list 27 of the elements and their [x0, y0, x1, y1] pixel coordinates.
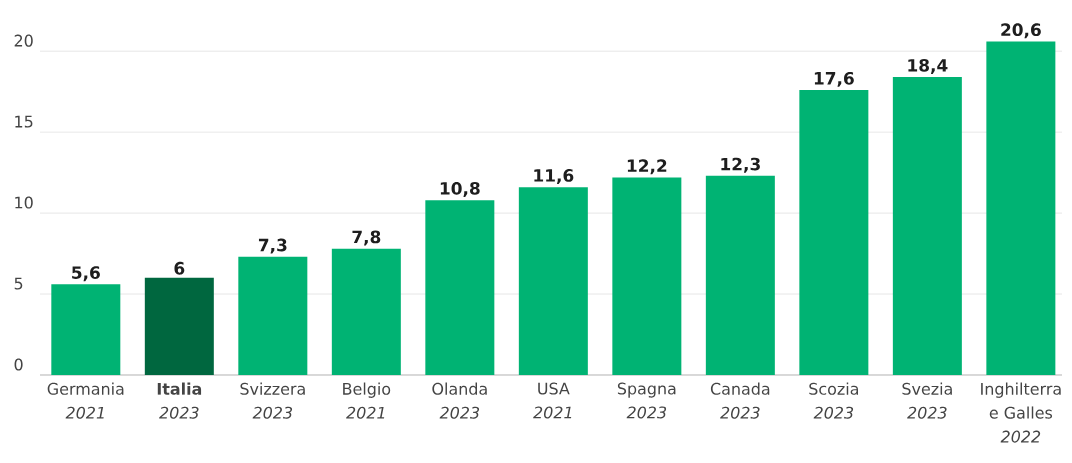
- x-tick-label: Inghilterra e Galles 2022: [981, 382, 1061, 443]
- data-label: 10,8: [440, 181, 480, 197]
- y-tick-label: 0: [14, 358, 23, 371]
- data-label: 18,4: [908, 58, 948, 74]
- y-tick-label: 5: [14, 277, 23, 290]
- x-tick-label: Germania 2021: [47, 382, 124, 419]
- x-tick-label: USA 2021: [533, 382, 572, 419]
- data-label: 12,3: [721, 157, 760, 173]
- x-tick-label: Belgio 2021: [343, 382, 391, 419]
- x-tick-label: Svizzera 2023: [240, 382, 305, 419]
- y-tick-label: 20: [14, 34, 33, 47]
- data-label: 20,6: [1001, 23, 1041, 39]
- data-label: 11,6: [534, 169, 574, 184]
- x-tick-label: Italia 2023: [157, 382, 202, 419]
- data-label: 7,3: [258, 238, 287, 254]
- data-label: 12,2: [627, 159, 667, 175]
- x-tick-label: Spagna 2023: [617, 382, 676, 419]
- x-tick-label: Canada 2023: [710, 382, 770, 419]
- y-tick-label: 10: [15, 196, 33, 209]
- x-tick-label: Svezia 2023: [902, 382, 952, 419]
- y-tick-label: 15: [15, 115, 33, 128]
- x-tick-label: Scozia 2023: [809, 382, 859, 419]
- data-label: 17,6: [814, 71, 854, 87]
- data-label: 7,8: [352, 230, 381, 246]
- x-tick-label: Olanda 2023: [432, 382, 487, 419]
- data-label: 5,6: [72, 266, 100, 282]
- data-label: 6: [174, 261, 185, 275]
